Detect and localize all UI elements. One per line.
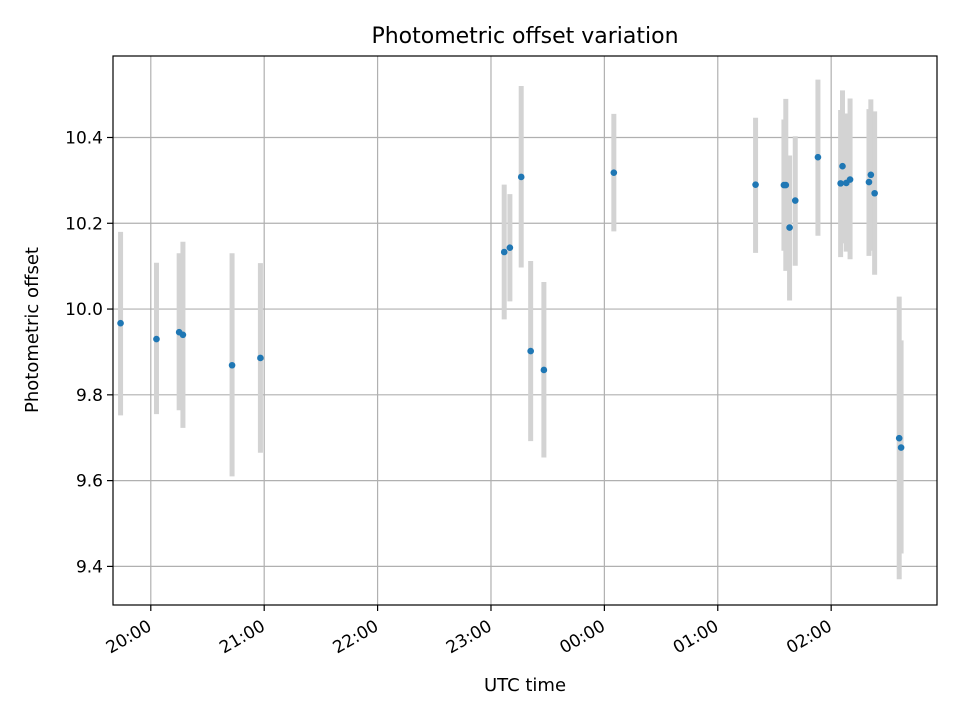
y-tick-label: 9.8 <box>76 386 103 406</box>
data-point <box>791 197 799 204</box>
y-tick-label: 10.4 <box>65 128 103 148</box>
data-point <box>814 153 822 161</box>
error-bars <box>118 79 904 580</box>
data-point <box>846 176 854 183</box>
data-point <box>782 181 790 189</box>
data-points <box>117 153 905 451</box>
chart-title: Photometric offset variation <box>371 24 678 49</box>
data-point <box>786 224 793 231</box>
y-tick-label: 9.6 <box>76 472 103 492</box>
y-tick-label: 10.0 <box>65 300 103 320</box>
x-axis-label: UTC time <box>484 675 566 696</box>
x-tick-label: 00:00 <box>556 616 608 658</box>
data-point <box>517 173 525 181</box>
data-point <box>871 189 878 197</box>
data-point <box>752 181 759 188</box>
data-point <box>228 361 236 369</box>
data-point <box>865 178 873 186</box>
data-point <box>179 331 187 339</box>
y-tick-label: 9.4 <box>76 557 103 577</box>
data-point <box>540 366 548 374</box>
data-point <box>527 347 534 355</box>
x-tick-label: 20:00 <box>103 616 155 658</box>
data-point <box>610 169 618 176</box>
data-point <box>837 180 844 187</box>
data-point <box>500 248 508 256</box>
x-tick-label: 02:00 <box>783 616 835 658</box>
data-point <box>153 335 160 343</box>
data-point <box>117 319 124 327</box>
data-point <box>895 434 903 442</box>
plot-frame <box>112 55 938 606</box>
grid-lines <box>113 56 937 605</box>
x-tick-label: 01:00 <box>670 616 722 658</box>
x-tick-label: 22:00 <box>330 616 382 658</box>
y-axis-label: Photometric offset <box>22 247 43 413</box>
y-axis-ticks: 9.4 9.6 9.8 10.0 10.2 10.4 <box>65 128 113 577</box>
data-point <box>867 171 875 179</box>
x-tick-label: 23:00 <box>443 616 495 658</box>
x-axis-ticks: 20:00 21:00 22:00 23:00 00:00 01:00 02:00 <box>103 605 836 658</box>
y-tick-label: 10.2 <box>65 214 103 234</box>
x-tick-label: 21:00 <box>216 616 268 658</box>
data-point <box>839 162 846 170</box>
data-point <box>257 354 264 362</box>
data-point <box>897 444 905 451</box>
data-point <box>506 244 514 252</box>
